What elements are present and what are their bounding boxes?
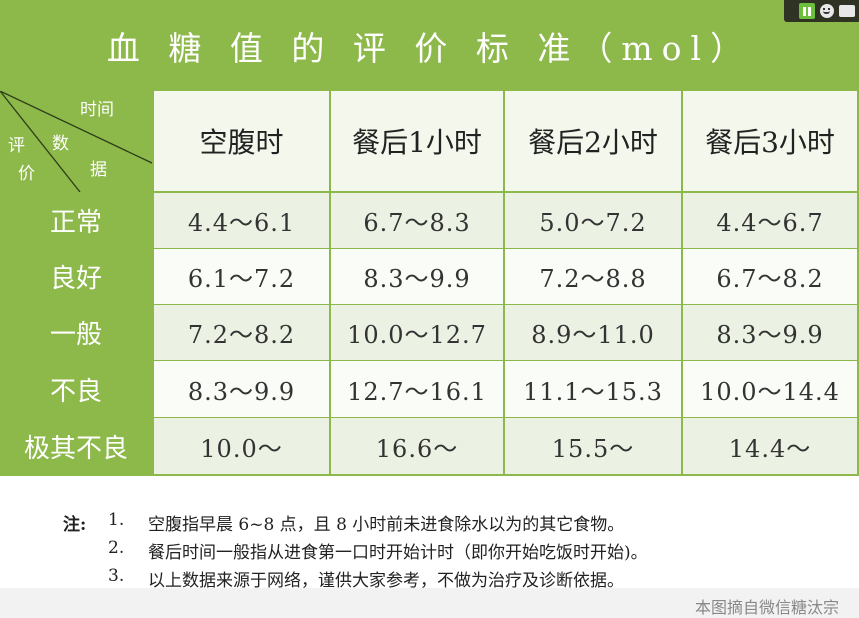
column-header-fasting: 空腹时 (154, 91, 329, 191)
note-item: 3. 以上数据来源于网络，谨供大家参考，不做为治疗及诊断依据。 (108, 566, 624, 591)
table-cell: 5.0～7.2 (505, 193, 681, 248)
table-cell: 16.6～ (331, 418, 503, 474)
pause-icon[interactable] (799, 3, 815, 19)
chat-icon[interactable] (839, 0, 855, 17)
table-row: 正常 4.4～6.1 6.7～8.3 5.0～7.2 4.4～6.7 (0, 193, 859, 248)
row-label: 不良 (0, 361, 152, 417)
table-cell: 12.7～16.1 (331, 361, 503, 417)
table-cell: 4.4～6.7 (683, 193, 857, 248)
notes-section: 注: 1. 空腹指早晨 6~8 点，且 8 小时前未进食除水以为的其它食物。 2… (0, 476, 859, 591)
note-number: 1. (108, 510, 125, 530)
diagonal-header-cell: 时间 数 据 评 价 (0, 91, 152, 192)
table-cell: 6.1～7.2 (154, 249, 329, 304)
source-caption: 本图摘自微信糖汰宗 (694, 598, 839, 617)
table-cell: 6.7～8.2 (683, 249, 857, 304)
table-cell: 6.7～8.3 (331, 193, 503, 248)
note-text: 餐后时间一般指从进食第一口时开始计时（即你开始吃饭时开始)。 (148, 543, 648, 563)
table-cell: 8.3～9.9 (683, 305, 857, 360)
note-item: 1. 空腹指早晨 6~8 点，且 8 小时前未进食除水以为的其它食物。 (108, 510, 624, 535)
table-cell: 10.0～ (154, 418, 329, 474)
diag-label-data-1: 数 (52, 134, 69, 154)
diag-label-time: 时间 (80, 100, 114, 120)
table-cell: 7.2～8.2 (154, 305, 329, 360)
notes-heading: 注: (63, 515, 87, 535)
note-text: 空腹指早晨 6~8 点，且 8 小时前未进食除水以为的其它食物。 (148, 515, 625, 535)
diagonal-lines (0, 91, 152, 192)
table-row: 不良 8.3～9.9 12.7～16.1 11.1～15.3 10.0～14.4 (0, 361, 859, 417)
table-title: 血 糖 值 的 评 价 标 准（mol） (106, 29, 753, 68)
column-header-after-2h: 餐后2小时 (505, 91, 681, 191)
table-row: 一般 7.2～8.2 10.0～12.7 8.9～11.0 8.3～9.9 (0, 305, 859, 360)
table-cell: 4.4～6.1 (154, 193, 329, 248)
table-row: 极其不良 10.0～ 16.6～ 15.5～ 14.4～ (0, 418, 859, 474)
table-cell: 11.1～15.3 (505, 361, 681, 417)
table-cell: 8.3～9.9 (154, 361, 329, 417)
diag-label-eval-2: 价 (18, 164, 35, 184)
diag-label-eval-1: 评 (8, 136, 25, 156)
column-header-after-1h: 餐后1小时 (331, 91, 503, 191)
table-cell: 10.0～14.4 (683, 361, 857, 417)
row-label: 一般 (0, 305, 152, 360)
table-cell: 8.3～9.9 (331, 249, 503, 304)
table-cell: 14.4～ (683, 418, 857, 474)
row-label: 正常 (0, 193, 152, 248)
note-text: 以上数据来源于网络，谨供大家参考，不做为治疗及诊断依据。 (148, 571, 624, 591)
overlay-toolbar (784, 0, 859, 22)
note-number: 3. (108, 566, 125, 586)
note-number: 2. (108, 538, 125, 558)
source-bar: 本图摘自微信糖汰宗 (0, 588, 859, 618)
table-cell: 8.9～11.0 (505, 305, 681, 360)
table-header-row: 时间 数 据 评 价 空腹时 餐后1小时 餐后2小时 餐后3小时 (0, 91, 859, 192)
table-cell: 7.2～8.8 (505, 249, 681, 304)
diag-label-data-2: 据 (90, 160, 107, 180)
note-item: 2. 餐后时间一般指从进食第一口时开始计时（即你开始吃饭时开始)。 (108, 538, 648, 563)
table-row: 良好 6.1～7.2 8.3～9.9 7.2～8.8 6.7～8.2 (0, 249, 859, 304)
table-cell: 10.0～12.7 (331, 305, 503, 360)
column-header-after-3h: 餐后3小时 (683, 91, 857, 191)
row-label: 极其不良 (0, 418, 152, 474)
smiley-icon[interactable] (820, 4, 834, 18)
table-cell: 15.5～ (505, 418, 681, 474)
row-label: 良好 (0, 249, 152, 304)
